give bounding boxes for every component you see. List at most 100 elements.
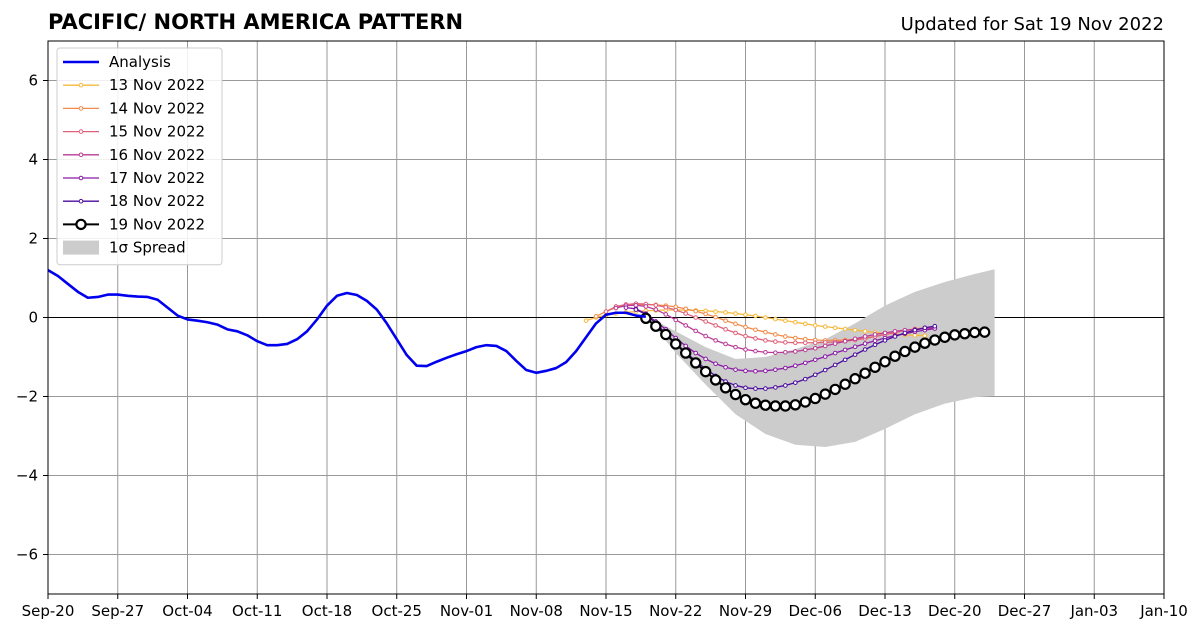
forecast-point bbox=[839, 378, 851, 390]
x-tick-label: Oct-04 bbox=[162, 602, 212, 620]
forecast-point bbox=[793, 335, 798, 341]
forecast-point bbox=[773, 332, 778, 337]
forecast-point bbox=[802, 376, 808, 382]
forecast-point bbox=[703, 311, 708, 317]
forecast-point bbox=[939, 331, 951, 343]
forecast-point bbox=[713, 314, 718, 320]
forecast-point bbox=[733, 311, 738, 316]
x-tick-label: Oct-18 bbox=[302, 602, 352, 620]
forecast-point bbox=[968, 326, 981, 339]
forecast-point bbox=[832, 350, 838, 356]
forecast-point bbox=[689, 357, 702, 369]
forecast-point bbox=[729, 388, 742, 401]
forecast-point bbox=[812, 346, 818, 351]
forecast-point bbox=[663, 312, 669, 317]
forecast-point bbox=[859, 367, 871, 379]
x-tick-label: Nov-08 bbox=[510, 602, 563, 620]
forecast-point bbox=[822, 343, 828, 349]
forecast-point bbox=[743, 312, 748, 318]
y-tick-label: 6 bbox=[28, 72, 38, 90]
forecast-point bbox=[802, 347, 808, 353]
forecast-point bbox=[743, 333, 748, 339]
legend-marker bbox=[78, 175, 84, 181]
forecast-point bbox=[773, 385, 778, 390]
y-tick-label: −2 bbox=[16, 388, 38, 406]
forecast-point bbox=[650, 320, 662, 332]
x-tick-label: Oct-11 bbox=[232, 602, 282, 620]
forecast-point bbox=[832, 341, 838, 346]
legend-entry: 14 Nov 2022 bbox=[63, 99, 205, 117]
forecast-point bbox=[699, 365, 712, 378]
forecast-point bbox=[799, 396, 811, 408]
forecast-point bbox=[832, 362, 838, 368]
forecast-point bbox=[783, 318, 788, 323]
forecast-point bbox=[793, 340, 798, 346]
forecast-point bbox=[743, 324, 748, 330]
forecast-point bbox=[812, 340, 818, 346]
x-tick-label: Sep-27 bbox=[91, 602, 144, 620]
forecast-point bbox=[663, 304, 669, 310]
forecast-point bbox=[703, 356, 708, 362]
forecast-point bbox=[583, 318, 589, 323]
forecast-point bbox=[660, 328, 672, 341]
forecast-point bbox=[723, 364, 728, 370]
forecast-point bbox=[703, 319, 708, 324]
forecast-point bbox=[869, 361, 881, 373]
forecast-point bbox=[759, 399, 772, 411]
forecast-point bbox=[739, 393, 752, 406]
forecast-point bbox=[713, 309, 718, 314]
forecast-point bbox=[643, 304, 649, 309]
forecast-point bbox=[673, 317, 679, 323]
legend-entry: 18 Nov 2022 bbox=[63, 192, 205, 210]
forecast-point bbox=[603, 309, 609, 314]
forecast-point bbox=[842, 338, 848, 344]
forecast-point bbox=[949, 329, 961, 341]
analysis-line bbox=[47, 268, 647, 375]
forecast-point bbox=[673, 307, 679, 313]
forecast-point bbox=[892, 334, 898, 339]
forecast-point bbox=[802, 321, 808, 327]
x-tick-label: Dec-27 bbox=[998, 602, 1052, 620]
forecast-point bbox=[713, 323, 718, 328]
forecast-point bbox=[683, 311, 689, 316]
forecast-point bbox=[822, 354, 828, 359]
legend-marker bbox=[75, 218, 87, 231]
forecast-point bbox=[763, 368, 768, 374]
y-tick-label: 2 bbox=[28, 230, 38, 248]
legend-label: 1σ Spread bbox=[109, 239, 186, 257]
legend-marker bbox=[78, 82, 84, 88]
forecast-point bbox=[852, 344, 858, 350]
legend-label: 15 Nov 2022 bbox=[109, 123, 205, 141]
legend-label: 17 Nov 2022 bbox=[109, 169, 205, 187]
forecast-point bbox=[812, 357, 818, 363]
forecast-point bbox=[783, 383, 788, 388]
forecast-point bbox=[670, 338, 682, 350]
forecast-point bbox=[789, 399, 802, 411]
forecast-point bbox=[733, 383, 738, 388]
forecast-point bbox=[829, 383, 841, 396]
forecast-point bbox=[802, 340, 808, 346]
forecast-point bbox=[733, 330, 738, 336]
forecast-point bbox=[852, 352, 858, 357]
forecast-point bbox=[653, 307, 659, 312]
forecast-point bbox=[723, 327, 728, 332]
legend-swatch bbox=[63, 240, 99, 255]
forecast-point bbox=[753, 348, 758, 354]
forecast-point bbox=[793, 349, 798, 354]
forecast-point bbox=[683, 343, 689, 349]
forecast-point bbox=[822, 367, 828, 373]
x-tick-label: Dec-20 bbox=[928, 602, 982, 620]
forecast-point bbox=[593, 314, 599, 319]
forecast-point bbox=[763, 338, 768, 343]
forecast-point bbox=[713, 338, 718, 343]
forecast-point bbox=[862, 347, 868, 352]
forecast-point bbox=[879, 356, 891, 368]
forecast-point bbox=[733, 321, 738, 327]
forecast-point bbox=[809, 392, 821, 405]
x-tick-label: Oct-25 bbox=[372, 602, 422, 620]
forecast-point bbox=[733, 367, 738, 372]
forecast-point bbox=[912, 327, 918, 333]
forecast-point bbox=[769, 400, 782, 412]
x-tick-label: Nov-01 bbox=[440, 602, 493, 620]
legend-marker bbox=[78, 198, 84, 204]
